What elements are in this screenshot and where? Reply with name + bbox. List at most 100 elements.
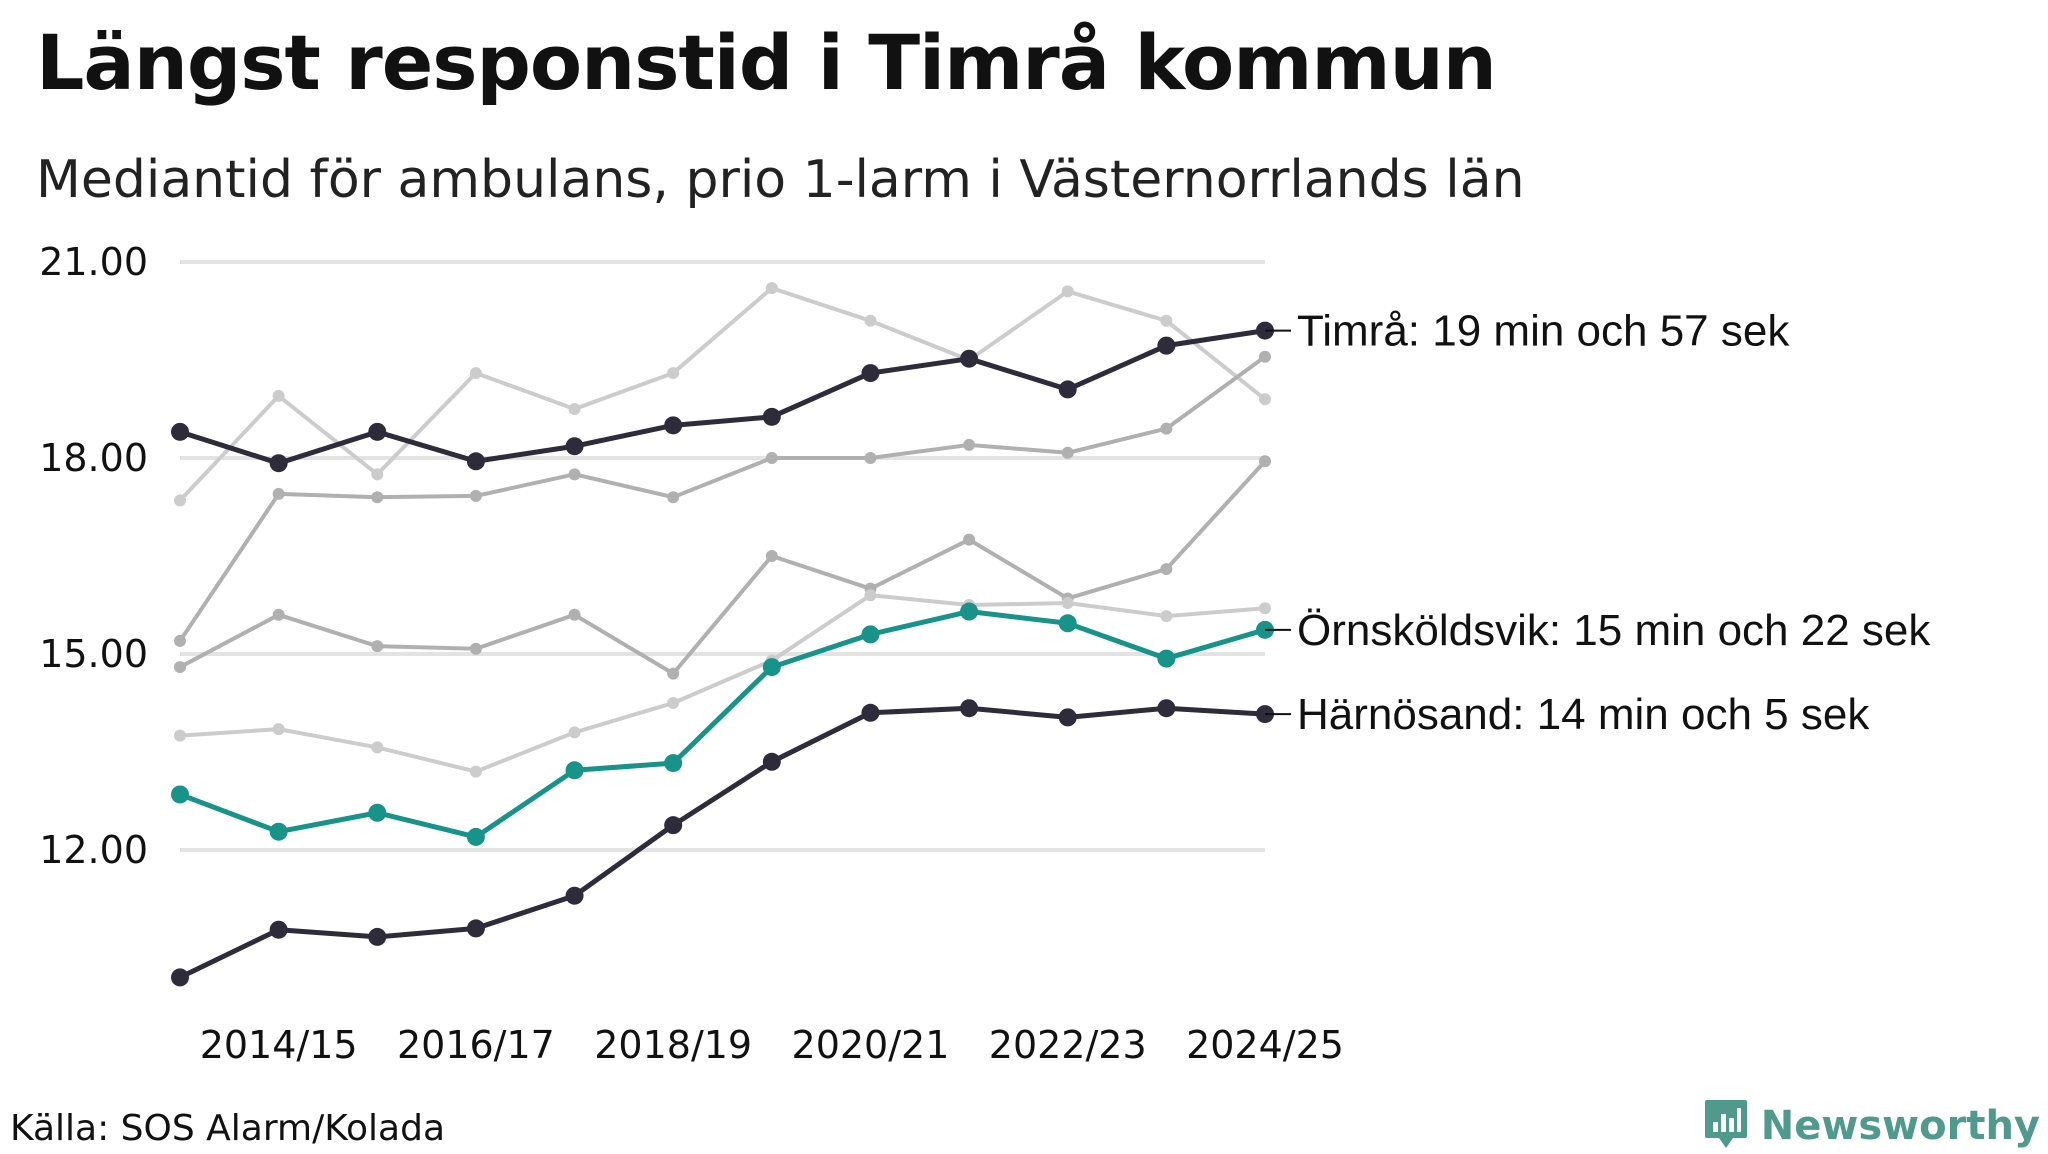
data-point [963, 533, 976, 546]
brand-name: Newsworthy [1760, 1103, 2040, 1149]
data-point [565, 886, 584, 905]
data-point [272, 389, 285, 402]
data-point [667, 667, 680, 680]
data-point [762, 407, 781, 426]
data-point [1259, 455, 1271, 468]
data-point [174, 494, 186, 507]
series-line [177, 609, 1268, 840]
series-end-label: Härnösand: 14 min och 5 sek [1297, 690, 1870, 739]
source-note: Källa: SOS Alarm/Kolada [10, 1108, 446, 1149]
series-örnsköldsvik [171, 602, 1274, 846]
y-tick-label: 21.00 [39, 240, 148, 284]
data-point [171, 422, 189, 441]
data-point [1160, 610, 1173, 623]
data-point [960, 349, 979, 368]
data-point [1157, 336, 1176, 355]
data-point [1259, 602, 1271, 615]
data-point [371, 741, 384, 754]
series-end-label: Timrå: 19 min och 57 sek [1297, 307, 1790, 356]
series-line [178, 354, 1267, 643]
highlight-series-layer [171, 321, 1274, 987]
data-point [667, 491, 680, 504]
x-tick-label: 2022/23 [989, 1023, 1147, 1067]
data-point [368, 927, 387, 946]
data-point [1061, 285, 1074, 298]
data-point [568, 403, 581, 415]
series-line [177, 705, 1268, 980]
data-point [960, 602, 979, 621]
data-point [963, 438, 976, 451]
y-tick-label: 18.00 [39, 436, 148, 480]
data-point [371, 468, 384, 481]
chart-subtitle: Mediantid för ambulans, prio 1-larm i Vä… [36, 150, 1525, 210]
data-point [466, 452, 485, 471]
data-point [861, 625, 880, 644]
data-point [272, 723, 285, 736]
y-tick-label: 15.00 [39, 632, 148, 676]
series-end-label: Örnsköldsvik: 15 min och 22 sek [1297, 606, 1931, 655]
series-kommun-c [174, 455, 1271, 680]
data-point [667, 697, 680, 709]
data-point [1160, 422, 1173, 435]
data-point [762, 658, 781, 677]
data-point [1157, 649, 1176, 668]
data-point [664, 816, 683, 835]
data-point [469, 489, 482, 502]
data-point [765, 550, 778, 562]
data-point [568, 468, 581, 481]
series-line [178, 459, 1267, 676]
data-point [1061, 597, 1074, 610]
data-point [371, 640, 384, 653]
data-point [864, 314, 877, 327]
data-point [174, 634, 186, 647]
label-layer: 12.00 15.00 18.00 21.00 2014/15 2016/17 2018/1… [39, 240, 1931, 1067]
data-point [861, 703, 880, 722]
data-point [565, 437, 584, 456]
data-point [765, 282, 778, 295]
data-point [568, 608, 581, 621]
data-point [664, 754, 683, 773]
series-kommun-b [174, 350, 1271, 647]
data-point [466, 919, 485, 938]
data-point [269, 454, 288, 473]
data-point [469, 367, 482, 380]
x-tick-label: 2024/25 [1186, 1023, 1344, 1067]
grid-layer [180, 260, 1265, 852]
series-kommun-a [174, 282, 1271, 507]
data-point [864, 452, 877, 464]
x-tick-label: 2020/21 [792, 1023, 950, 1067]
y-tick-label: 12.00 [39, 828, 148, 872]
series-härnösand [171, 699, 1274, 987]
series-line [178, 593, 1267, 774]
data-point [762, 752, 781, 771]
data-point [469, 765, 482, 778]
x-tick-label: 2014/15 [200, 1023, 358, 1067]
series-line [178, 286, 1267, 503]
series-line [177, 328, 1268, 466]
data-point [664, 416, 683, 435]
data-point [861, 364, 880, 383]
brand-logo: Newsworthy [1703, 1098, 2040, 1154]
series-timrå [171, 321, 1274, 473]
newsworthy-icon [1703, 1098, 1749, 1154]
data-point [171, 785, 189, 804]
context-series-layer [174, 282, 1271, 778]
data-point [960, 699, 979, 718]
data-point [1058, 614, 1077, 633]
data-point [1160, 563, 1173, 576]
data-point [864, 589, 877, 602]
data-point [368, 803, 387, 822]
data-point [1058, 708, 1077, 727]
data-point [1058, 380, 1077, 399]
chart-title: Längst responstid i Timrå kommun [36, 18, 1497, 107]
data-point [1259, 350, 1271, 363]
data-point [174, 729, 186, 742]
x-tick-label: 2018/19 [594, 1023, 752, 1067]
data-point [1160, 314, 1173, 327]
data-point [368, 422, 387, 441]
data-point [667, 367, 680, 380]
data-point [269, 822, 288, 841]
data-point [765, 452, 778, 464]
data-point [565, 761, 584, 780]
